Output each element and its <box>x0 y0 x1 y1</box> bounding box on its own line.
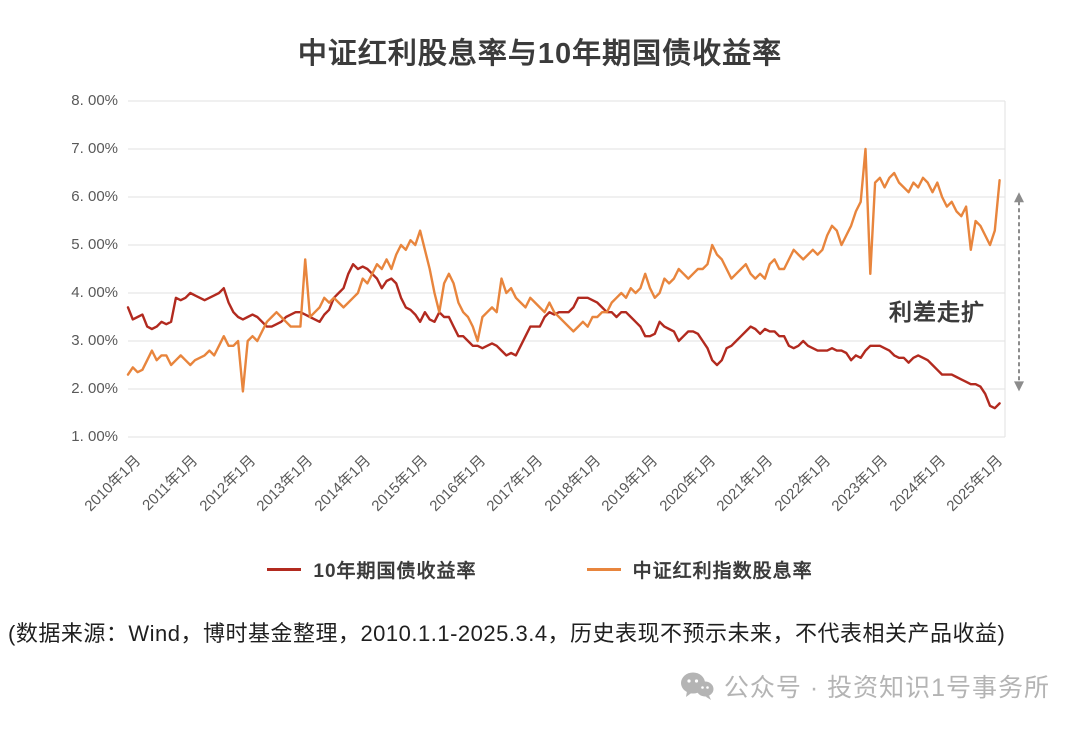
watermark: 公众号 · 投资知识1号事务所 <box>680 668 1050 704</box>
line-chart <box>126 100 1024 438</box>
y-tick-label: 5. 00% <box>71 236 118 253</box>
dividend-yield-line <box>126 147 1001 393</box>
y-tick-label: 3. 00% <box>71 332 118 349</box>
data-source-note: (数据来源：Wind，博时基金整理，2010.1.1-2025.3.4，历史表现… <box>8 621 1006 646</box>
y-tick-label: 8. 00% <box>71 92 118 109</box>
page-title: 中证红利股息率与10年期国债收益率 <box>297 38 783 70</box>
wechat-icon <box>680 672 714 700</box>
y-tick-label: 1. 00% <box>71 428 118 445</box>
legend-label-dividend: 中证红利指数股息率 <box>632 561 813 582</box>
spread-arrow-head-down <box>1014 381 1024 392</box>
chart-area: 中证红利股息率与10年期国债收益率 8. 00% 7. 00% 6. 00% 5. 0… <box>0 38 1080 583</box>
legend-swatch-red <box>267 568 302 571</box>
legend-label-treasury: 10年期国债收益率 <box>313 561 477 582</box>
legend-swatch-orange <box>586 568 621 571</box>
spread-widening-annotation: 利差走扩 <box>889 299 985 325</box>
spread-arrow-head-up <box>1014 192 1024 203</box>
y-tick-label: 2. 00% <box>71 380 118 397</box>
y-tick-label: 7. 00% <box>71 140 118 157</box>
y-tick-label: 6. 00% <box>71 188 118 205</box>
legend-item-treasury: 10年期国债收益率 <box>267 556 476 583</box>
y-tick-label: 4. 00% <box>71 284 118 301</box>
chart-legend: 10年期国债收益率 中证红利指数股息率 <box>0 556 1080 583</box>
treasury-yield-line <box>126 263 1001 410</box>
watermark-text: 公众号 · 投资知识1号事务所 <box>723 674 1050 702</box>
legend-item-dividend: 中证红利指数股息率 <box>586 556 813 583</box>
